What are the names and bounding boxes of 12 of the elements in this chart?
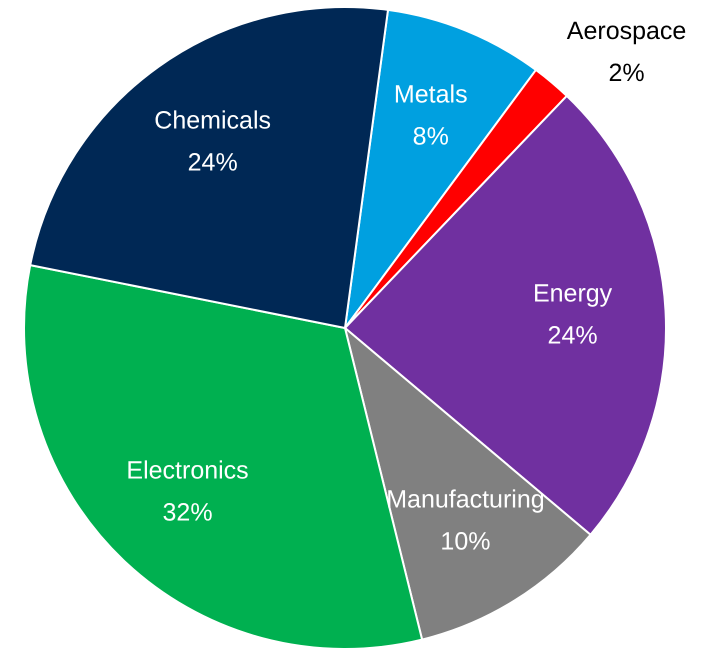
data-label: 10% xyxy=(440,527,490,556)
slice-label: Energy xyxy=(532,280,613,308)
data-label: 32% xyxy=(162,498,213,527)
slice-label: Manufacturing xyxy=(386,485,545,514)
data-label: 8% xyxy=(412,122,449,151)
slice-label: Electronics xyxy=(126,456,249,485)
data-label: 24% xyxy=(188,148,238,176)
data-label: 2% xyxy=(608,58,645,87)
data-label: 24% xyxy=(548,322,598,350)
slice-label: Chemicals xyxy=(154,106,272,134)
slice-label: Aerospace xyxy=(566,16,686,45)
slice-label: Metals xyxy=(394,80,468,109)
